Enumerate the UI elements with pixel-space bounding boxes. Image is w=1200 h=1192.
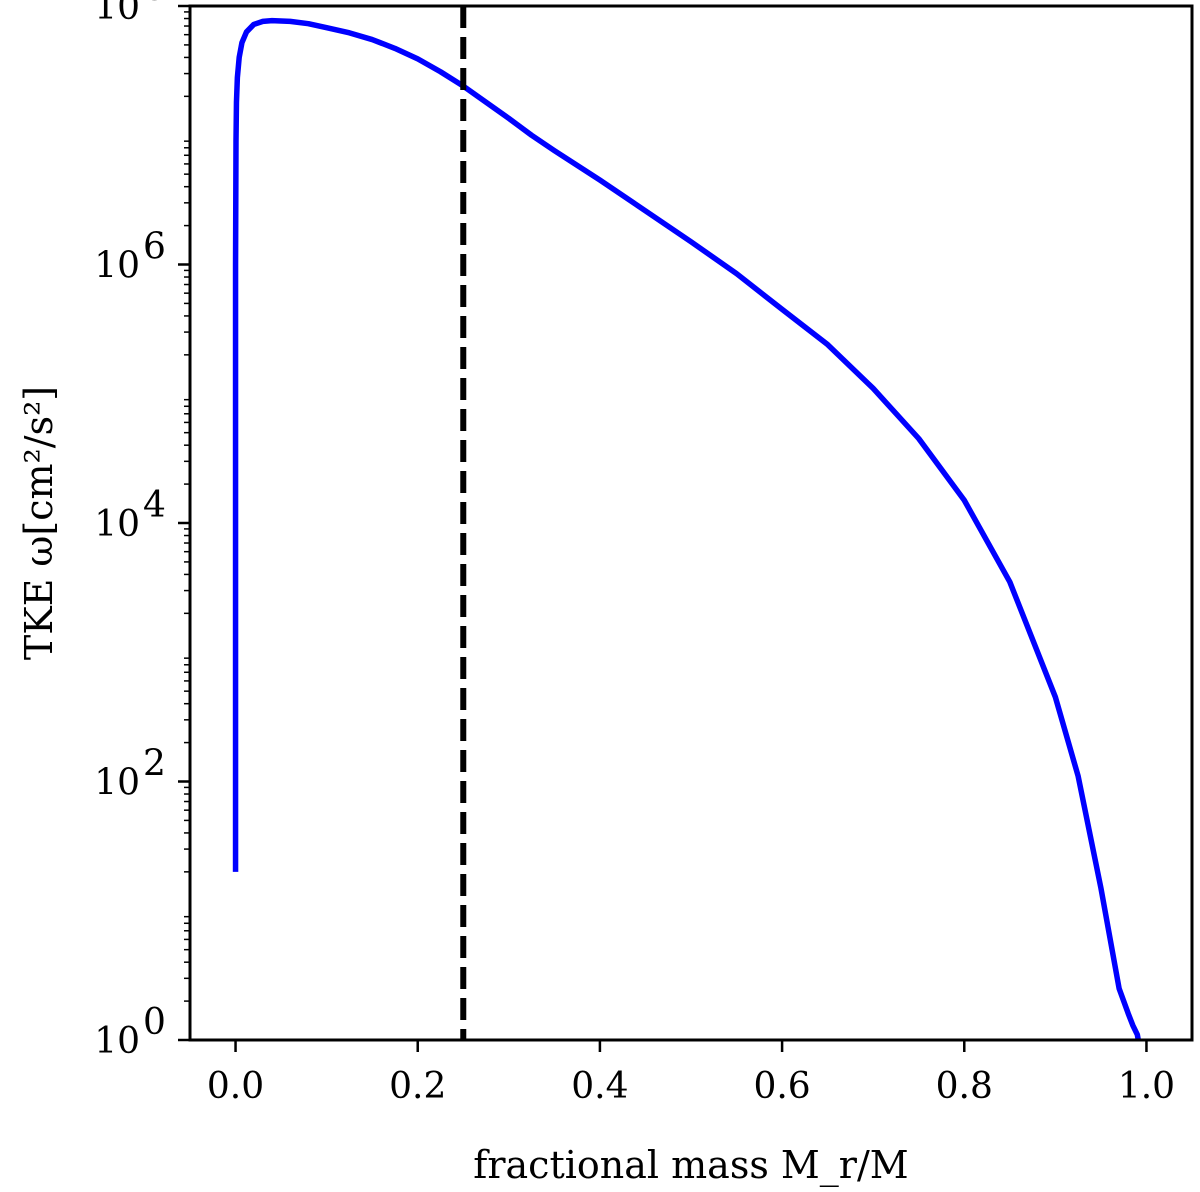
y-tick-exponent: 2 bbox=[143, 744, 166, 785]
x-tick-label: 0.0 bbox=[207, 1066, 264, 1107]
y-tick-exponent: 0 bbox=[143, 1002, 166, 1043]
x-tick-label: 0.8 bbox=[936, 1066, 993, 1107]
y-axis-label: TKE ω[cm²/s²] bbox=[17, 386, 61, 660]
plot-frame bbox=[188, 4, 1194, 1042]
y-tick-label: 10 bbox=[94, 1021, 140, 1062]
y-tick-label: 10 bbox=[94, 504, 140, 545]
y-tick-label: 10 bbox=[94, 246, 140, 287]
x-axis: 0.0 0.2 0.4 0.6 0.8 1.0 bbox=[207, 1040, 1175, 1107]
plot-area bbox=[232, 6, 1141, 1040]
y-axis: 100102104106108 bbox=[94, 0, 190, 1062]
x-tick-label: 0.6 bbox=[753, 1066, 810, 1107]
y-tick-exponent: 8 bbox=[143, 0, 166, 9]
x-tick-label: 0.2 bbox=[389, 1066, 446, 1107]
x-tick-label: 0.4 bbox=[571, 1066, 628, 1107]
y-tick-exponent: 4 bbox=[143, 485, 166, 526]
x-tick-label: 1.0 bbox=[1118, 1066, 1175, 1107]
y-tick-label: 10 bbox=[94, 763, 140, 804]
series-line-0 bbox=[232, 17, 1141, 1040]
x-axis-label: fractional mass M_r/M bbox=[473, 1143, 908, 1188]
y-tick-exponent: 6 bbox=[143, 227, 166, 268]
y-tick-label: 10 bbox=[94, 0, 140, 28]
